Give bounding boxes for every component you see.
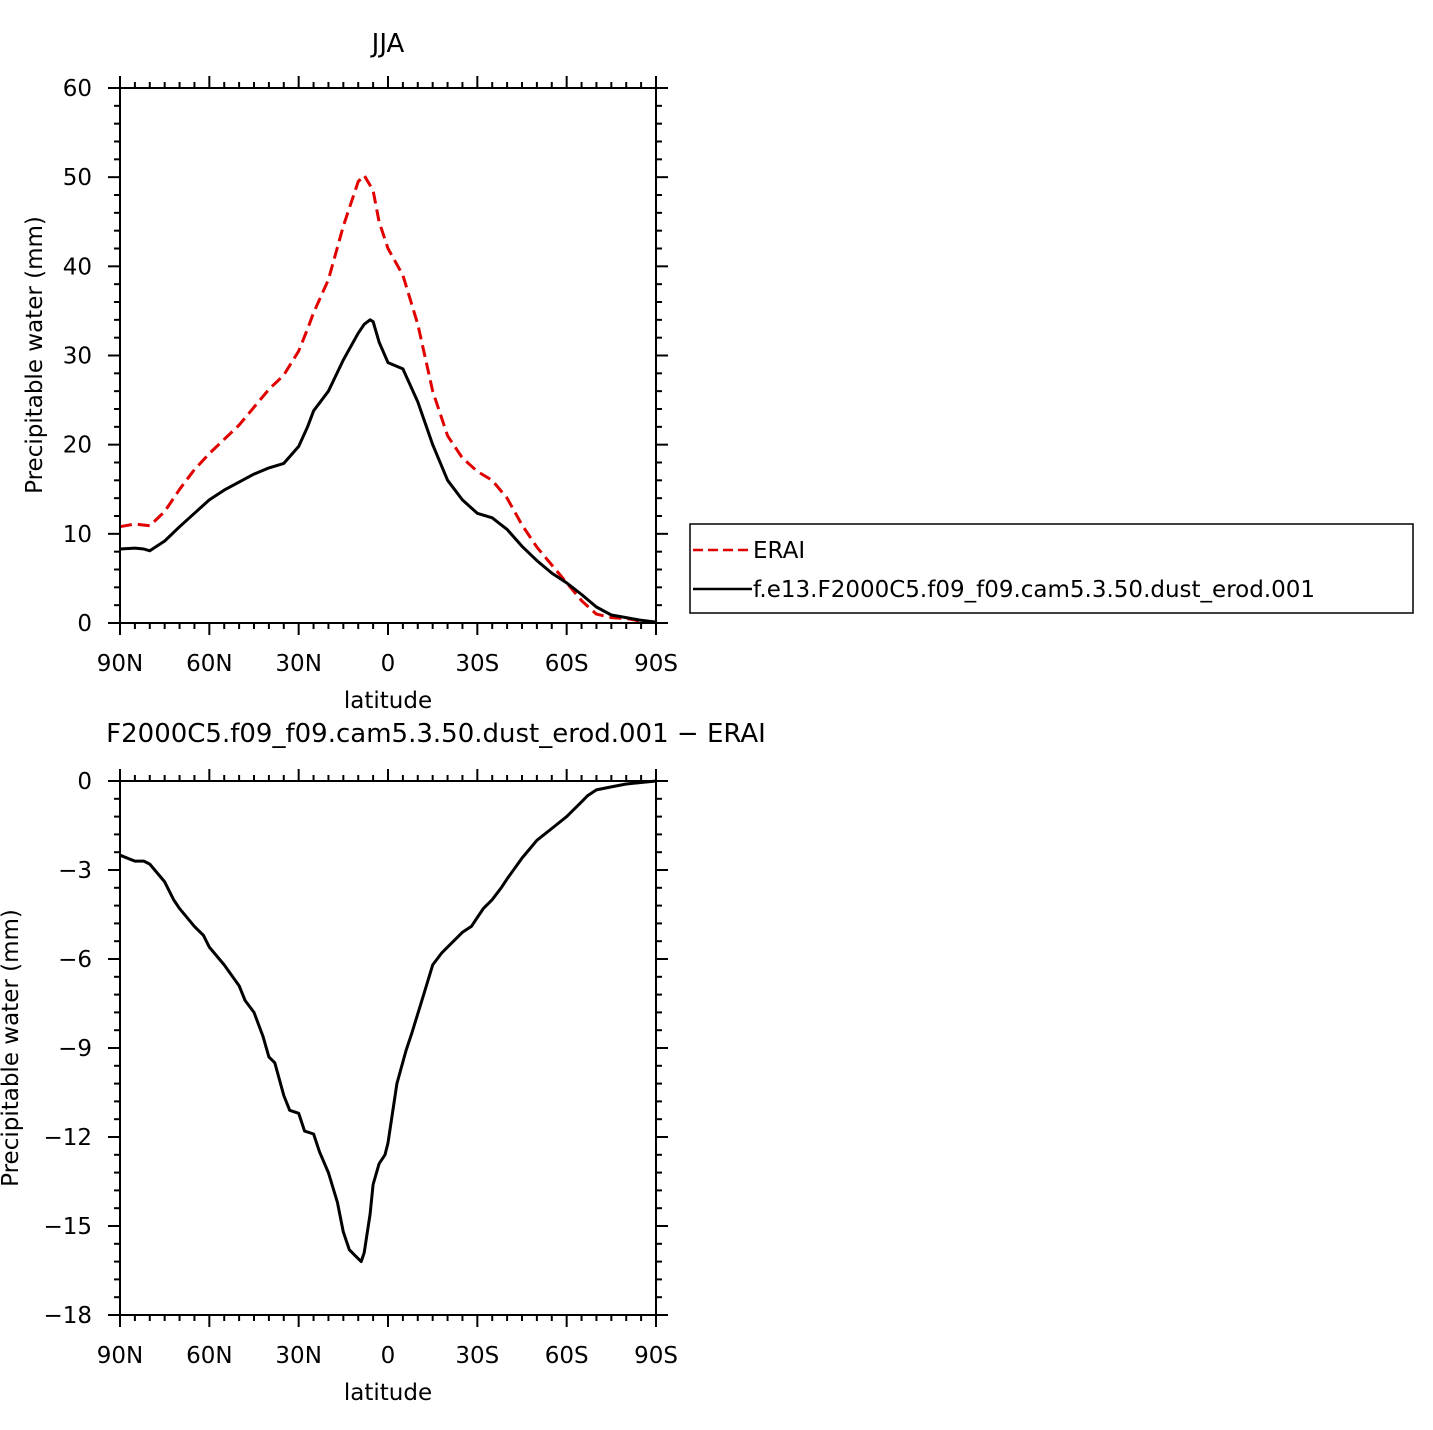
top-ytick-label: 60 [63, 76, 92, 102]
legend-label-model: f.e13.F2000C5.f09_f09.cam5.3.50.dust_ero… [753, 577, 1315, 603]
legend-label-erai: ERAI [753, 538, 805, 564]
bottom-xtick-label: 60S [545, 1343, 589, 1369]
bottom-plot-area: 90N 60N 30N 0 30S 60S 90S 0 −3 −6 −9 −12 −15 −18 [43, 769, 678, 1369]
bottom-plot-frame [119, 780, 657, 1316]
bottom-series-line-0 [119, 779, 657, 1264]
top-chart-title: JJA [370, 29, 405, 59]
legend: ERAI f.e13.F2000C5.f09_f09.cam5.3.50.dus… [689, 523, 1414, 614]
bottom-ytick-label: −12 [43, 1125, 92, 1151]
bottom-ytick-label: −3 [58, 858, 92, 884]
top-chart: JJA Precipitable water (mm) latitude 90N… [22, 29, 1414, 714]
top-xtick-label: 90N [97, 651, 143, 677]
bottom-xtick-label: 30N [275, 1343, 321, 1369]
bottom-ytick-label: −18 [43, 1303, 92, 1329]
bottom-xtick-label: 90S [634, 1343, 678, 1369]
top-xtick-label: 90S [634, 651, 678, 677]
top-ytick-label: 20 [63, 433, 92, 459]
top-ytick-label: 40 [63, 254, 92, 280]
top-xtick-label: 30N [275, 651, 321, 677]
bottom-ytick-label: 0 [77, 769, 92, 795]
top-xtick-label: 60S [545, 651, 589, 677]
top-series-line-0 [119, 173, 657, 624]
top-ytick-label: 50 [63, 165, 92, 191]
top-xtick-label: 60N [186, 651, 232, 677]
top-ytick-label: 10 [63, 522, 92, 548]
top-xtick-label: 30S [455, 651, 499, 677]
bottom-chart: F2000C5.f09_f09.cam5.3.50.dust_erod.001 … [0, 719, 766, 1406]
bottom-xtick-label: 0 [381, 1343, 396, 1369]
bottom-chart-title: F2000C5.f09_f09.cam5.3.50.dust_erod.001 … [106, 719, 766, 749]
bottom-chart-ylabel: Precipitable water (mm) [0, 909, 24, 1187]
bottom-ytick-label: −9 [58, 1036, 92, 1062]
bottom-xtick-label: 90N [97, 1343, 143, 1369]
bottom-chart-xlabel: latitude [344, 1380, 432, 1406]
top-chart-xlabel: latitude [344, 688, 432, 714]
bottom-ytick-label: −15 [43, 1214, 92, 1240]
top-plot-frame [119, 87, 657, 624]
top-series-line-1 [119, 318, 657, 624]
legend-box [689, 523, 1414, 614]
top-xtick-label: 0 [381, 651, 396, 677]
top-plot-area: 90N 60N 30N 0 30S 60S 90S 0 10 20 30 40 50 60 [63, 76, 678, 677]
bottom-xtick-label: 30S [455, 1343, 499, 1369]
bottom-xtick-label: 60N [186, 1343, 232, 1369]
bottom-ytick-label: −6 [58, 947, 92, 973]
top-ytick-label: 0 [77, 611, 92, 637]
top-chart-ylabel: Precipitable water (mm) [22, 216, 48, 494]
top-ytick-label: 30 [63, 344, 92, 370]
